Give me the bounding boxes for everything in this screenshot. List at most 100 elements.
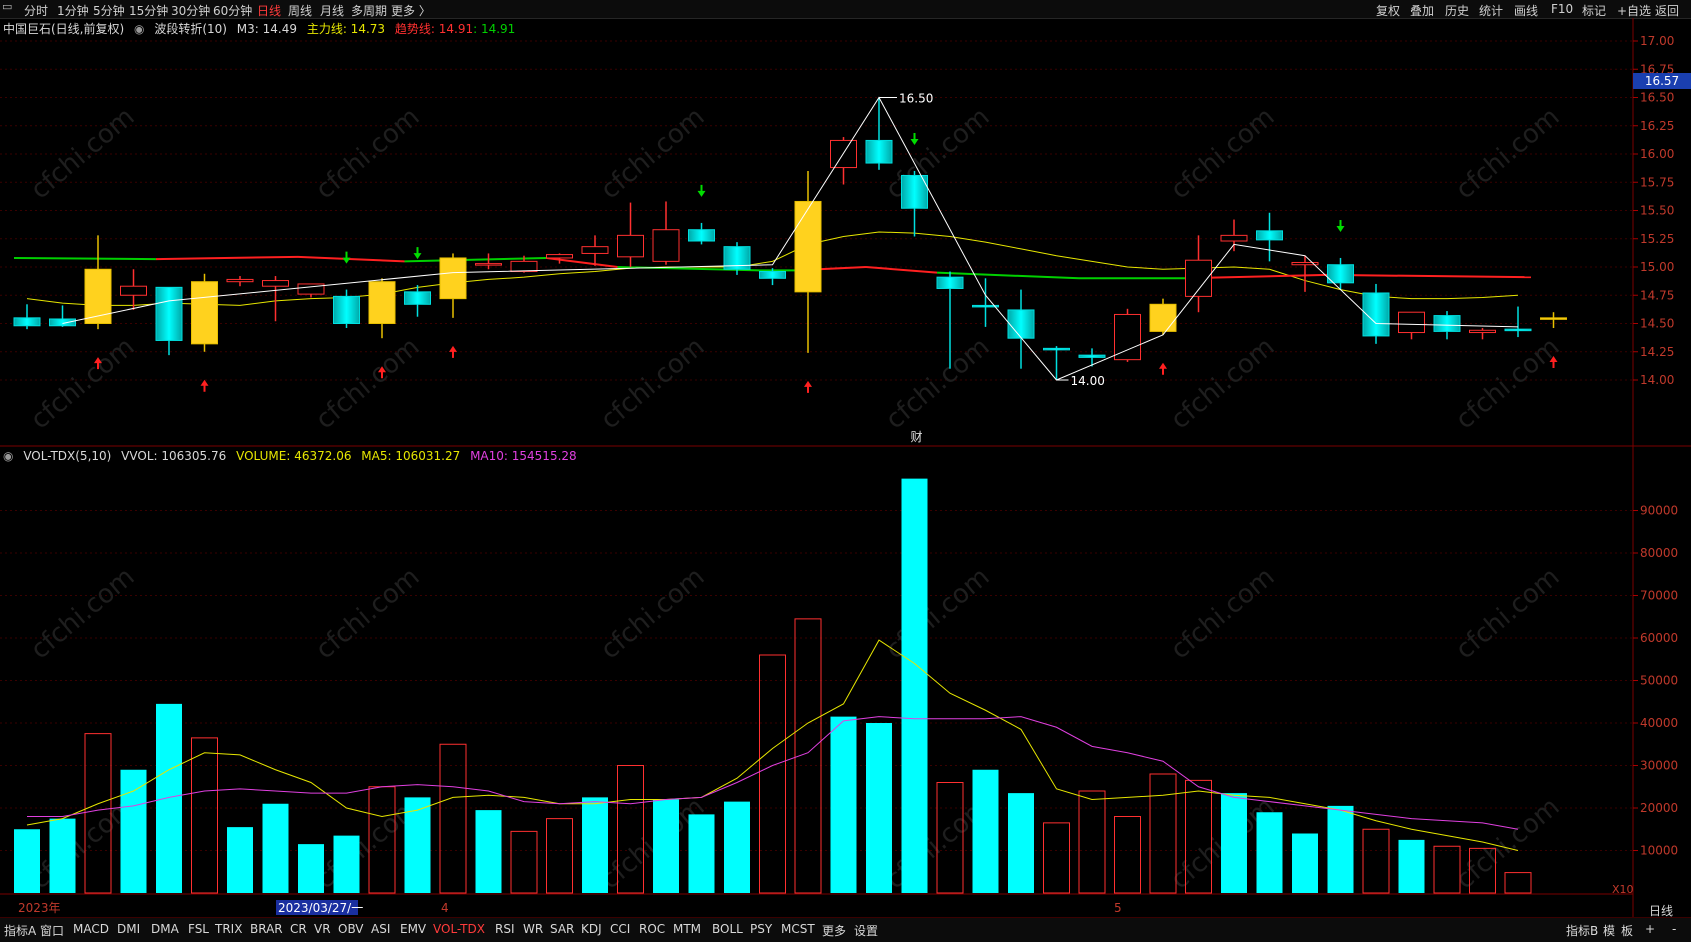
date-label-year: 2023年 — [18, 901, 61, 915]
volume-value: VOLUME: 46372.06 — [236, 449, 352, 463]
period-5min[interactable]: 5分钟 — [93, 4, 125, 18]
price-tick-label: 15.75 — [1640, 175, 1674, 189]
candle-body — [191, 281, 218, 345]
tab-vol-tdx[interactable]: VOL-TDX — [433, 922, 485, 936]
tab-dmi[interactable]: DMI — [117, 922, 141, 936]
tab-kdj[interactable]: KDJ — [581, 922, 602, 936]
tab-settings[interactable]: 设置 — [854, 924, 879, 938]
candle-body — [1469, 329, 1496, 334]
sell-signal-arrow — [910, 132, 919, 145]
wave-turn-line — [62, 96, 1519, 381]
watermark-text: cfchi.com — [595, 562, 710, 665]
period-1min[interactable]: 1分钟 — [57, 4, 89, 18]
tab-template-a[interactable]: 模 — [1603, 924, 1616, 938]
volume-tick-label: 50000 — [1640, 674, 1678, 688]
volume-bar — [617, 765, 644, 894]
tab-boll[interactable]: BOLL — [712, 922, 743, 936]
volume-scale-label: X10 — [1612, 883, 1634, 896]
tool-draw[interactable]: 画线 — [1514, 4, 1539, 18]
volume-bar — [298, 844, 324, 893]
tool-stats[interactable]: 统计 — [1479, 4, 1504, 18]
buy-signal-arrow — [200, 379, 209, 392]
tab-mtm[interactable]: MTM — [673, 922, 702, 936]
candle-body — [1256, 230, 1283, 241]
indicator-toggle-icon[interactable]: ◉ — [134, 22, 145, 36]
tab-indicator-b[interactable]: 指标B — [1566, 924, 1599, 938]
tool-overlay[interactable]: 叠加 — [1410, 4, 1435, 18]
volume-indicator-name[interactable]: VOL-TDX(5,10) — [23, 449, 112, 463]
candle-body — [262, 280, 289, 287]
period-weekly[interactable]: 周线 — [288, 4, 313, 18]
period-monthly[interactable]: 月线 — [320, 4, 345, 18]
zoom-in-button[interactable]: + — [1645, 922, 1656, 936]
price-tick-label: 14.25 — [1640, 345, 1674, 359]
watermark-text: cfchi.com — [25, 102, 140, 205]
tool-mark[interactable]: 标记 — [1582, 4, 1607, 18]
system-menu-icon[interactable]: ▭ — [2, 0, 13, 13]
tab-emv[interactable]: EMV — [400, 922, 427, 936]
period-30min[interactable]: 30分钟 — [171, 4, 211, 18]
watermark-text: cfchi.com — [880, 562, 995, 665]
tab-more[interactable]: 更多 — [822, 924, 847, 938]
candle-body — [1220, 234, 1248, 242]
volume-tick-label: 30000 — [1640, 759, 1678, 773]
price-tick-label: 15.50 — [1640, 204, 1674, 218]
tool-adjust[interactable]: 复权 — [1376, 4, 1401, 18]
stock-title[interactable]: 中国巨石(日线,前复权) — [3, 22, 125, 36]
indicator-name[interactable]: 波段转折(10) — [154, 22, 227, 36]
tab-sar[interactable]: SAR — [550, 922, 575, 936]
tool-add-watchlist[interactable]: +自选 — [1617, 4, 1652, 18]
period-15min[interactable]: 15分钟 — [129, 4, 169, 18]
tab-mcst[interactable]: MCST — [781, 922, 815, 936]
candle-body — [617, 234, 644, 258]
tab-dma[interactable]: DMA — [151, 922, 179, 936]
sell-signal-arrow — [413, 247, 422, 260]
tab-asi[interactable]: ASI — [371, 922, 391, 936]
volume-bar — [830, 716, 857, 893]
tab-trix[interactable]: TRIX — [215, 922, 243, 936]
tab-indicator-a[interactable]: 指标A — [4, 924, 37, 938]
tool-back[interactable]: 返回 — [1655, 4, 1680, 18]
candle-body — [865, 139, 893, 164]
price-tick-label: 14.00 — [1640, 373, 1674, 387]
tab-cr[interactable]: CR — [290, 922, 307, 936]
trend-line-segment — [1327, 273, 1532, 279]
watermark-text: cfchi.com — [25, 562, 140, 665]
m3-value: M3: 14.49 — [236, 22, 297, 36]
volume-toggle-icon[interactable]: ◉ — [3, 449, 14, 463]
volume-bar — [1114, 816, 1141, 894]
period-multi[interactable]: 多周期 — [351, 4, 388, 18]
candle-body — [1398, 311, 1425, 334]
tab-vr[interactable]: VR — [314, 922, 331, 936]
candle-body — [1540, 317, 1567, 320]
candle-body — [1291, 261, 1319, 266]
candle-body — [1362, 292, 1390, 337]
main-line-value: 主力线: 14.73 — [306, 22, 386, 36]
zoom-out-button[interactable]: - — [1672, 922, 1677, 936]
volume-bar — [866, 723, 892, 893]
watermark-text: cfchi.com — [880, 332, 995, 435]
tool-f10[interactable]: F10 — [1551, 2, 1574, 16]
tab-roc[interactable]: ROC — [639, 922, 666, 936]
tool-history[interactable]: 历史 — [1445, 4, 1470, 18]
volume-bar — [227, 827, 253, 893]
tab-macd[interactable]: MACD — [73, 922, 109, 936]
period-more[interactable]: 更多 〉 — [391, 4, 431, 18]
tab-brar[interactable]: BRAR — [250, 922, 283, 936]
tab-rsi[interactable]: RSI — [495, 922, 515, 936]
period-daily[interactable]: 日线 — [257, 4, 282, 18]
candle-body — [1149, 303, 1177, 332]
tab-template-b[interactable]: 板 — [1621, 924, 1634, 938]
period-60min[interactable]: 60分钟 — [213, 4, 253, 18]
volume-bar — [1149, 773, 1177, 894]
tab-obv[interactable]: OBV — [338, 922, 364, 936]
tab-wr[interactable]: WR — [523, 922, 544, 936]
tab-fsl[interactable]: FSL — [188, 922, 209, 936]
tab-psy[interactable]: PSY — [750, 922, 773, 936]
candle-body — [120, 285, 147, 296]
tab-window[interactable]: 窗口 — [40, 924, 65, 938]
period-intraday[interactable]: 分时 — [24, 4, 49, 18]
candle-body — [226, 278, 254, 283]
tab-cci[interactable]: CCI — [610, 922, 631, 936]
